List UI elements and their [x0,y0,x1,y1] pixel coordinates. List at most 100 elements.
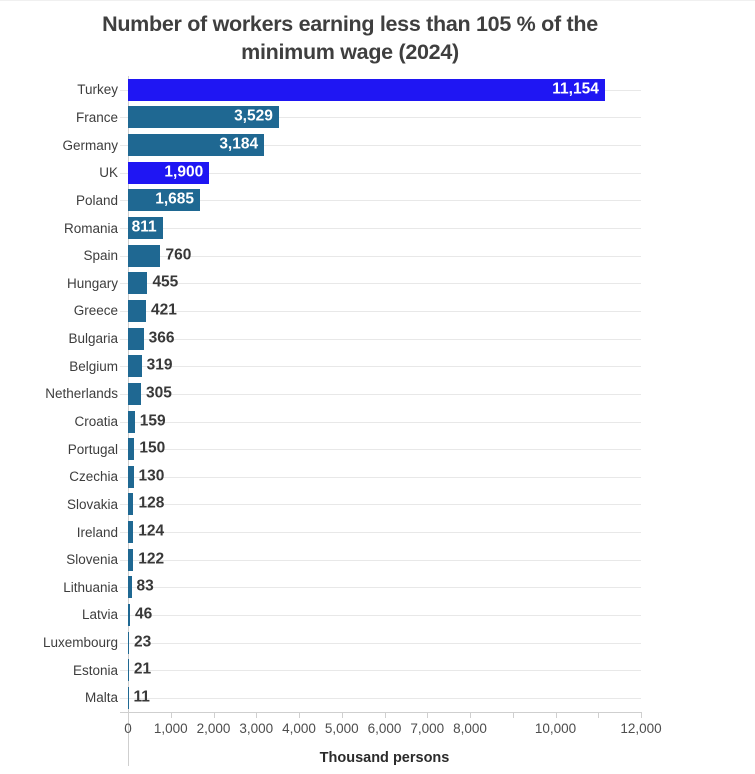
category-label: Spain [0,248,128,263]
row-gridline [120,670,641,671]
category-label: Slovenia [0,552,128,567]
category-label: Portugal [0,442,128,457]
x-tick [299,712,300,718]
bar-track: 130 [128,463,641,491]
category-label: Luxembourg [0,635,128,650]
x-tick-label: 8,000 [453,721,487,736]
row-gridline [120,366,641,367]
category-label: Belgium [0,359,128,374]
value-label: 3,529 [234,108,273,126]
row-gridline [120,256,641,257]
value-label: 366 [149,329,175,347]
x-tick [427,712,428,718]
value-label: 319 [147,357,173,375]
value-label: 128 [138,495,164,513]
row-gridline [120,504,641,505]
bar-row: Slovakia 128 [0,491,641,519]
x-tick [470,712,471,718]
bar-track: 760 [128,242,641,270]
x-tick [171,712,172,718]
category-label: Netherlands [0,386,128,401]
bar-track: 159 [128,408,641,436]
bar-row: Romania 811 [0,214,641,242]
x-tick [598,712,599,718]
category-label: Germany [0,138,128,153]
bar-slovenia [128,549,133,571]
row-gridline [120,311,641,312]
bar-turkey: 11,154 [128,79,605,101]
bar-track: 1,900 [128,159,641,187]
bar-latvia [128,604,130,626]
bar-row: Estonia 21 [0,656,641,684]
value-label: 11 [133,689,149,707]
value-label: 130 [139,467,165,485]
bar-row: Belgium 319 [0,352,641,380]
bar-track: 128 [128,491,641,519]
value-label: 21 [134,661,151,679]
category-label: Bulgaria [0,331,128,346]
chart-title-line2: minimum wage (2024) [0,38,700,66]
bar-track: 811 [128,214,641,242]
category-label: Poland [0,193,128,208]
bar-ireland [128,521,133,543]
bar-track: 21 [128,656,641,684]
x-tick [385,712,386,718]
category-label: Latvia [0,607,128,622]
category-label: Hungary [0,276,128,291]
bar-slovakia [128,493,133,515]
row-gridline [120,698,641,699]
bar-track: 3,529 [128,104,641,132]
category-label: Estonia [0,663,128,678]
x-axis-title: Thousand persons [128,750,641,766]
bar-row: Czechia 130 [0,463,641,491]
bar-portugal [128,438,134,460]
value-label: 159 [140,412,166,430]
x-tick-label: 6,000 [368,721,402,736]
row-gridline [120,477,641,478]
category-label: Turkey [0,82,128,97]
bar-track: 150 [128,435,641,463]
x-tick-label: 2,000 [197,721,231,736]
row-gridline [120,283,641,284]
x-tick [513,712,514,718]
bar-bulgaria [128,328,144,350]
value-label: 421 [151,302,177,320]
bar-france: 3,529 [128,106,279,128]
chart-title-line1: Number of workers earning less than 105 … [0,10,700,38]
row-gridline [120,587,641,588]
row-gridline [120,532,641,533]
category-label: Romania [0,221,128,236]
bar-track: 83 [128,574,641,602]
bar-hungary [128,272,147,294]
x-tick-label: 3,000 [239,721,273,736]
bar-lithuania [128,576,132,598]
row-gridline [120,449,641,450]
bar-track: 319 [128,352,641,380]
bar-netherlands [128,383,141,405]
value-label: 811 [132,219,157,237]
x-tick [342,712,343,718]
category-label: Slovakia [0,497,128,512]
bar-croatia [128,411,135,433]
bar-track: 366 [128,325,641,353]
bar-greece [128,300,146,322]
bar-track: 305 [128,380,641,408]
bar-poland: 1,685 [128,189,200,211]
x-tick-label: 0 [124,721,132,736]
x-tick-label: 1,000 [154,721,188,736]
bar-uk: 1,900 [128,162,209,184]
category-label: Czechia [0,469,128,484]
bar-track: 124 [128,518,641,546]
chart-title: Number of workers earning less than 105 … [0,10,700,66]
